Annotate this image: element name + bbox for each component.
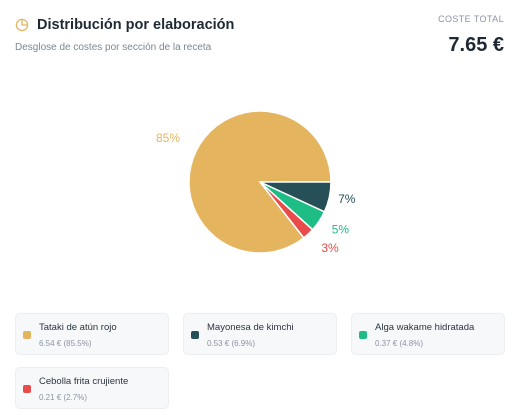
page-title: Distribución por elaboración (37, 17, 235, 33)
total-cost-value: 7.65 € (448, 34, 504, 56)
legend-item-name: Mayonesa de kimchi (207, 322, 294, 333)
pie-percent-label: 7% (338, 192, 356, 206)
legend-swatch (191, 331, 199, 339)
legend-swatch (23, 331, 31, 339)
legend-item-tataki[interactable]: Tataki de atún rojo 6.54 € (85.5%) (15, 313, 169, 355)
pie-percent-label: 85% (156, 131, 180, 145)
legend-item-alga[interactable]: Alga wakame hidratada 0.37 € (4.8%) (351, 313, 505, 355)
title-row: Distribución por elaboración (15, 17, 504, 33)
legend-item-name: Alga wakame hidratada (375, 322, 475, 333)
pie-slice-4[interactable] (259, 181, 314, 239)
legend-item-detail: 0.21 € (2.7%) (39, 393, 88, 402)
legend-item-mayonesa[interactable]: Mayonesa de kimchi 0.53 € (6.9%) (183, 313, 337, 355)
total-cost-label: COSTE TOTAL (438, 14, 504, 24)
legend-swatch (23, 385, 31, 393)
legend-item-name: Cebolla frita crujiente (39, 376, 129, 387)
legend-item-detail: 6.54 € (85.5%) (39, 339, 92, 348)
card-header: Distribución por elaboración Desglose de… (15, 14, 504, 67)
pie-percent-label: 3% (321, 241, 339, 255)
pie-percent-label: 5% (332, 222, 350, 236)
legend-item-name: Tataki de atún rojo (39, 322, 117, 333)
legend-swatch (359, 331, 367, 339)
page-subtitle: Desglose de costes por sección de la rec… (15, 42, 212, 53)
total-cost: COSTE TOTAL 7.65 € (438, 14, 504, 57)
legend-item-detail: 0.37 € (4.8%) (375, 339, 424, 348)
legend-item-detail: 0.53 € (6.9%) (207, 339, 256, 348)
pie-chart-icon (15, 18, 29, 32)
legend-item-cebolla[interactable]: Cebolla frita crujiente 0.21 € (2.7%) (15, 367, 169, 409)
pie-chart: 85% 7% 5% 3% (156, 110, 356, 255)
